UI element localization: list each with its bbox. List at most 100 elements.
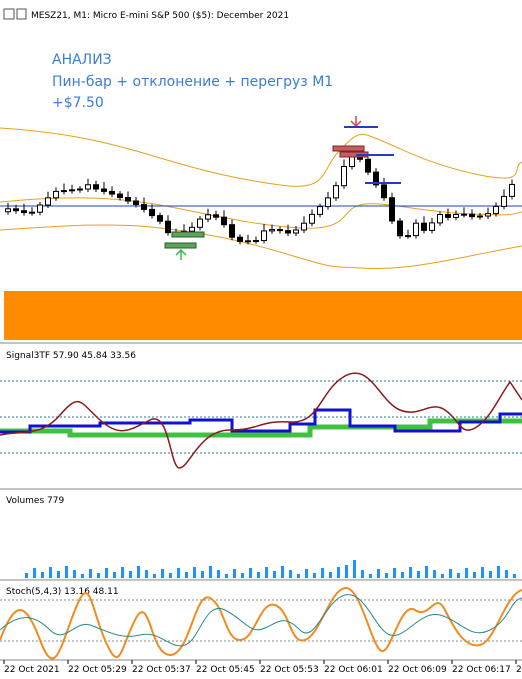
candle-body — [141, 203, 147, 210]
volume-bar — [289, 570, 292, 578]
volume-bar — [465, 568, 468, 578]
volume-bar — [81, 574, 84, 578]
candle-body — [69, 189, 75, 192]
volume-bar — [297, 574, 300, 578]
volume-bars — [25, 560, 516, 578]
volume-bar — [457, 573, 460, 578]
candle-body — [157, 215, 163, 222]
volume-bar — [185, 572, 188, 578]
candle-body — [245, 240, 251, 243]
candle-body — [13, 208, 19, 212]
candle-body — [285, 230, 291, 234]
candle-body — [37, 204, 43, 213]
volume-bar — [353, 560, 356, 578]
volume-bar — [369, 574, 372, 578]
symbol-icon[interactable] — [3, 8, 15, 20]
x-tick-label: 22 Oct 05:45 — [196, 665, 255, 675]
volume-bar — [129, 571, 132, 578]
volume-bar — [345, 565, 348, 578]
pin-bar-box — [164, 242, 197, 249]
volume-bar — [425, 566, 428, 578]
volume-bar — [57, 571, 60, 578]
candle-body — [21, 210, 27, 214]
volume-bar — [361, 570, 364, 578]
candle-body — [133, 200, 139, 205]
candle-body — [85, 184, 91, 190]
volume-bar — [145, 570, 148, 578]
candle-body — [125, 197, 131, 202]
panel-label: Stoch(5,4,3) 13.16 48.11 — [6, 587, 119, 597]
volume-bar — [377, 569, 380, 578]
volume-bar — [153, 574, 156, 578]
annotation: АНАЛИЗ — [52, 52, 112, 68]
candle-body — [61, 190, 67, 193]
volume-bar — [321, 568, 324, 578]
candle-body — [29, 211, 35, 214]
candle-body — [117, 193, 123, 199]
volume-bar — [193, 567, 196, 578]
candle-body — [45, 197, 51, 206]
candle-body — [453, 213, 459, 218]
levels — [0, 380, 522, 454]
candle-body — [389, 197, 395, 222]
candles — [5, 147, 515, 245]
volume-bar — [73, 570, 76, 578]
candle-body — [301, 222, 307, 231]
volume-bar — [281, 566, 284, 578]
candle-body — [333, 185, 339, 199]
candle-body — [237, 236, 243, 242]
volume-bar — [417, 571, 420, 578]
candle-body — [93, 184, 99, 190]
x-tick-label: 22 Oct 06:01 — [324, 665, 383, 675]
candle-body — [229, 224, 235, 238]
candle-body — [205, 214, 211, 220]
menu-icon[interactable] — [16, 8, 27, 20]
chart-title: MESZ21, M1: Micro E-mini S&P 500 ($5): D… — [31, 11, 289, 21]
volume-bar — [385, 573, 388, 578]
volume-bar — [241, 573, 244, 578]
volume-bar — [137, 566, 140, 578]
candle-body — [221, 216, 227, 226]
candle-body — [77, 188, 83, 191]
volume-bar — [49, 567, 52, 578]
pin-bar-box — [332, 145, 365, 152]
stoch-signal — [0, 594, 522, 647]
volume-bar — [433, 570, 436, 578]
volume-bar — [97, 573, 100, 578]
x-tick-label: 22 — [516, 665, 522, 675]
candle-body — [501, 195, 507, 207]
volume-bar — [113, 572, 116, 578]
candle-body — [397, 220, 403, 237]
candle-body — [293, 229, 299, 234]
candle-body — [413, 222, 419, 237]
volume-bar — [161, 569, 164, 578]
candle-body — [373, 171, 379, 186]
volume-bar — [497, 566, 500, 578]
x-tick-label: 22 Oct 05:37 — [132, 665, 191, 675]
volume-bar — [33, 568, 36, 578]
volume-bar — [89, 569, 92, 578]
volume-bar — [513, 574, 516, 578]
volume-bar — [217, 570, 220, 578]
volume-bar — [441, 574, 444, 578]
volume-bar — [481, 567, 484, 578]
volume-bar — [225, 574, 228, 578]
volume-bar — [313, 573, 316, 578]
candle-body — [493, 205, 499, 215]
volume-bar — [177, 568, 180, 578]
x-axis: 22 Oct 2021 22 Oct 05:29 22 Oct 05:37 22 Oc… — [3, 660, 522, 675]
signal-line-red — [0, 372, 522, 469]
volume-bar — [473, 572, 476, 578]
x-tick-label: 22 Oct 05:53 — [260, 665, 319, 675]
panel-label: Volumes 779 — [6, 496, 64, 506]
volume-bar — [233, 569, 236, 578]
candle-body — [109, 190, 115, 195]
candle-body — [469, 213, 475, 218]
volume-bar — [305, 569, 308, 578]
candle-body — [509, 183, 515, 197]
volume-bar — [409, 567, 412, 578]
upper-band — [0, 127, 522, 187]
candle-body — [261, 230, 267, 242]
volume-bar — [337, 567, 340, 578]
